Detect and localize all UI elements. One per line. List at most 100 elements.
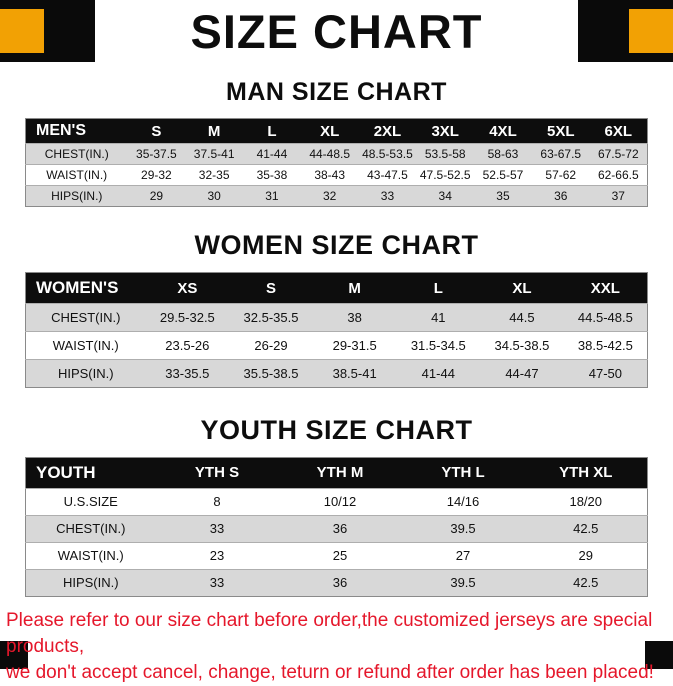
size-value-cell: 31: [243, 185, 301, 207]
size-header-cell: 3XL: [416, 118, 475, 144]
size-header-cell: 2XL: [358, 118, 417, 144]
table-row: CHEST(IN.) 33 36 39.5 42.5: [25, 514, 648, 543]
size-value-cell: 34.5-38.5: [480, 331, 564, 360]
size-value-cell: 38.5-42.5: [563, 331, 648, 360]
size-value-cell: 44-48.5: [300, 143, 359, 165]
notice-line-2: we don't accept cancel, change, teturn o…: [6, 661, 654, 683]
table-row: CHEST(IN.) 29.5-32.5 32.5-35.5 38 41 44.5 44.5…: [25, 303, 648, 332]
size-value-cell: 39.5: [401, 514, 525, 543]
size-value-cell: 27: [401, 541, 525, 570]
size-value-cell: 63-67.5: [531, 143, 590, 165]
table-row: WAIST(IN.) 23.5-26 26-29 29-31.5 31.5-34.5 34…: [25, 331, 648, 360]
table-row: WAIST(IN.) 29-32 32-35 35-38 38-43 43-47.5 47.…: [25, 164, 648, 186]
table-header-row: WOMEN'S XS S M L XL XXL: [25, 272, 648, 304]
size-value-cell: 33: [358, 185, 417, 207]
row-label-cell: WAIST(IN.): [25, 541, 156, 570]
size-value-cell: 44.5-48.5: [563, 303, 648, 332]
size-header-cell: S: [127, 118, 186, 144]
size-value-cell: 36: [278, 568, 402, 597]
size-value-cell: 35: [474, 185, 532, 207]
table-row: U.S.SIZE 8 10/12 14/16 18/20: [25, 487, 648, 516]
table-title-cell: WOMEN'S: [25, 272, 146, 304]
size-header-cell: S: [229, 272, 313, 304]
page-title: SIZE CHART: [190, 4, 483, 58]
size-header-cell: YTH M: [278, 457, 402, 489]
size-value-cell: 43-47.5: [358, 164, 417, 186]
women-size-table: WOMEN'S XS S M L XL XXL CHEST(IN.) 29.5-32.5 32.5…: [25, 272, 648, 389]
size-value-cell: 44-47: [480, 359, 564, 388]
size-header-cell: YTH L: [401, 457, 525, 489]
table-row: HIPS(IN.) 33 36 39.5 42.5: [25, 568, 648, 597]
size-value-cell: 47-50: [563, 359, 648, 388]
row-label-cell: HIPS(IN.): [25, 185, 128, 207]
table-row: HIPS(IN.) 29 30 31 32 33 34 35 36 37: [25, 185, 648, 207]
table-row: WAIST(IN.) 23 25 27 29: [25, 541, 648, 570]
size-value-cell: 26-29: [229, 331, 313, 360]
size-header-cell: M: [185, 118, 244, 144]
black-corner-square-left: [0, 641, 28, 669]
size-value-cell: 62-66.5: [589, 164, 648, 186]
size-value-cell: 41-44: [243, 143, 301, 165]
size-header-cell: L: [243, 118, 301, 144]
size-value-cell: 33: [155, 568, 279, 597]
size-value-cell: 31.5-34.5: [396, 331, 481, 360]
size-value-cell: 18/20: [524, 487, 648, 516]
size-value-cell: 33: [155, 514, 279, 543]
orange-corner-square-right: [629, 9, 673, 53]
size-value-cell: 32.5-35.5: [229, 303, 313, 332]
size-value-cell: 32: [300, 185, 359, 207]
size-header-cell: 5XL: [531, 118, 590, 144]
row-label-cell: WAIST(IN.): [25, 164, 128, 186]
size-value-cell: 35-38: [243, 164, 301, 186]
size-value-cell: 41: [396, 303, 481, 332]
size-value-cell: 29: [127, 185, 186, 207]
women-chart-heading: WOMEN SIZE CHART: [194, 230, 479, 260]
size-value-cell: 30: [185, 185, 244, 207]
size-value-cell: 10/12: [278, 487, 402, 516]
size-value-cell: 29: [524, 541, 648, 570]
size-header-cell: L: [396, 272, 481, 304]
size-value-cell: 37.5-41: [185, 143, 244, 165]
row-label-cell: U.S.SIZE: [25, 487, 156, 516]
size-header-cell: XXL: [563, 272, 648, 304]
row-label-cell: WAIST(IN.): [25, 331, 146, 360]
table-header-row: MEN'S S M L XL 2XL 3XL 4XL 5XL 6XL: [25, 118, 648, 144]
size-value-cell: 39.5: [401, 568, 525, 597]
youth-size-table: YOUTH YTH S YTH M YTH L YTH XL U.S.SIZE 8 10/12…: [25, 456, 648, 597]
row-label-cell: HIPS(IN.): [25, 359, 146, 388]
footer-notice: Please refer to our size chart before or…: [0, 608, 673, 686]
size-value-cell: 47.5-52.5: [416, 164, 475, 186]
size-header-cell: YTH XL: [524, 457, 648, 489]
size-value-cell: 67.5-72: [589, 143, 648, 165]
women-size-chart-section: WOMEN SIZE CHART WOMEN'S XS S M L XL XXL CHEST(…: [0, 229, 673, 389]
size-value-cell: 29.5-32.5: [145, 303, 230, 332]
men-size-table: MEN'S S M L XL 2XL 3XL 4XL 5XL 6XL CHEST(IN.) 35-37…: [25, 118, 648, 207]
men-chart-heading: MAN SIZE CHART: [226, 78, 447, 106]
size-header-cell: XS: [145, 272, 230, 304]
title-banner: SIZE CHART: [0, 0, 673, 62]
size-value-cell: 53.5-58: [416, 143, 475, 165]
size-value-cell: 38-43: [300, 164, 359, 186]
black-corner-square-right: [645, 641, 673, 669]
size-header-cell: 6XL: [589, 118, 648, 144]
size-value-cell: 23: [155, 541, 279, 570]
size-value-cell: 36: [531, 185, 590, 207]
row-label-cell: CHEST(IN.): [25, 514, 156, 543]
size-value-cell: 35.5-38.5: [229, 359, 313, 388]
size-value-cell: 57-62: [531, 164, 590, 186]
size-value-cell: 29-31.5: [312, 331, 397, 360]
size-value-cell: 58-63: [474, 143, 532, 165]
size-value-cell: 8: [155, 487, 279, 516]
row-label-cell: CHEST(IN.): [25, 143, 128, 165]
size-value-cell: 42.5: [524, 568, 648, 597]
size-value-cell: 29-32: [127, 164, 186, 186]
size-value-cell: 52.5-57: [474, 164, 532, 186]
row-label-cell: HIPS(IN.): [25, 568, 156, 597]
size-value-cell: 32-35: [185, 164, 244, 186]
size-value-cell: 34: [416, 185, 475, 207]
notice-line-1: Please refer to our size chart before or…: [6, 609, 653, 657]
size-header-cell: XL: [480, 272, 564, 304]
table-row: HIPS(IN.) 33-35.5 35.5-38.5 38.5-41 41-44 44-…: [25, 359, 648, 388]
size-header-cell: M: [312, 272, 397, 304]
